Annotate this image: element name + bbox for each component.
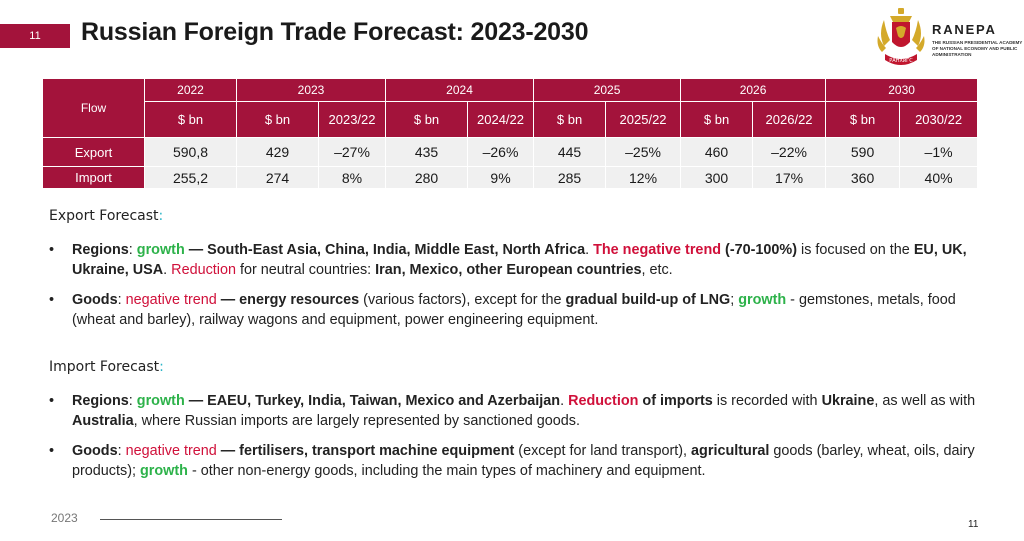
logo-name: RANEPA xyxy=(932,22,997,37)
table-cell: –25% xyxy=(605,137,682,167)
table-row-import: Import 255,2 274 8% 280 9% 285 12% 300 1… xyxy=(42,166,979,189)
emblem-label: РАНХиГС xyxy=(889,58,913,64)
import-goods-bullet: • Goods: negative trend — fertilisers, tr… xyxy=(49,443,975,479)
table-cell: 8% xyxy=(317,166,387,189)
year-header: 2024 xyxy=(385,78,535,102)
table-cell: –22% xyxy=(752,137,827,167)
table-cell: 285 xyxy=(533,166,607,189)
slide-number-badge: 11 xyxy=(0,24,70,48)
row-label: Export xyxy=(42,137,145,167)
ranepa-emblem-icon: РАНХиГС xyxy=(877,8,925,65)
table-cell: 9% xyxy=(467,166,535,189)
trade-forecast-table: Flow 2022 2023 2024 2025 2026 2030 $ bn … xyxy=(42,78,979,189)
table-row-export: Export 590,8 429 –27% 435 –26% 445 –25% … xyxy=(42,137,979,167)
table-cell: 590,8 xyxy=(144,137,237,167)
table-cell: 280 xyxy=(385,166,469,189)
table-cell: 445 xyxy=(533,137,607,167)
export-forecast-list: • Regions: growth — South-East Asia, Chin… xyxy=(49,240,989,330)
table-cell: 255,2 xyxy=(144,166,237,189)
table-cell: –1% xyxy=(899,137,979,167)
table-cell: 590 xyxy=(825,137,901,167)
year-header: 2030 xyxy=(825,78,979,102)
table-cell: 274 xyxy=(236,166,319,189)
import-forecast-list: • Regions: growth — EAEU, Turkey, India, … xyxy=(49,391,989,481)
table-cell: 17% xyxy=(752,166,827,189)
unit-header: 2024/22 xyxy=(467,101,535,138)
table-cell: –27% xyxy=(317,137,387,167)
table-cell: 429 xyxy=(236,137,319,167)
table-cell: 435 xyxy=(385,137,469,167)
unit-header-row: $ bn $ bn 2023/22 $ bn 2024/22 $ bn 2025… xyxy=(43,101,979,138)
import-forecast-heading: Import Forecast: xyxy=(49,359,164,375)
unit-header: 2026/22 xyxy=(752,101,827,138)
table-cell: 40% xyxy=(899,166,979,189)
year-header: 2022 xyxy=(144,78,237,102)
slide-title: Russian Foreign Trade Forecast: 2023-203… xyxy=(81,18,589,46)
table-cell: 360 xyxy=(825,166,901,189)
page-number: 11 xyxy=(968,519,979,530)
unit-header: $ bn xyxy=(680,101,754,138)
unit-header: $ bn xyxy=(825,101,901,138)
export-goods-bullet: • Goods: negative trend — energy resource… xyxy=(49,292,956,328)
year-header: 2025 xyxy=(533,78,682,102)
export-forecast-heading: Export Forecast: xyxy=(49,208,164,224)
footer-year: 2023 xyxy=(51,511,78,525)
unit-header: $ bn xyxy=(236,101,319,138)
unit-header: 2023/22 xyxy=(317,101,387,138)
row-label: Import xyxy=(42,166,145,189)
unit-header: 2030/22 xyxy=(899,101,979,138)
import-regions-bullet: • Regions: growth — EAEU, Turkey, India, … xyxy=(49,393,976,429)
unit-header: 2025/22 xyxy=(605,101,682,138)
footer-divider xyxy=(100,519,282,520)
year-header-row: Flow 2022 2023 2024 2025 2026 2030 xyxy=(42,78,979,138)
export-regions-bullet: • Regions: growth — South-East Asia, Chin… xyxy=(49,242,967,278)
unit-header: $ bn xyxy=(385,101,469,138)
slide-number: 11 xyxy=(29,30,41,42)
table-cell: 12% xyxy=(605,166,682,189)
logo-subtitle: THE RUSSIAN PRESIDENTIAL ACADEMY OF NATI… xyxy=(932,40,1023,58)
flow-header: Flow xyxy=(42,78,145,138)
unit-header: $ bn xyxy=(144,101,237,138)
unit-header: $ bn xyxy=(533,101,607,138)
year-header: 2023 xyxy=(235,78,387,102)
table-cell: 300 xyxy=(680,166,754,189)
table-cell: –26% xyxy=(467,137,535,167)
table-cell: 460 xyxy=(680,137,754,167)
year-header: 2026 xyxy=(680,78,827,102)
